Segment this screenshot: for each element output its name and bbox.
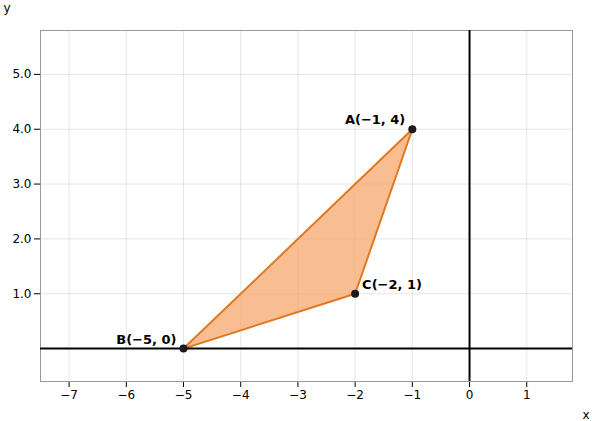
svg-text:3.0: 3.0	[12, 177, 31, 191]
svg-text:y: y	[4, 1, 11, 15]
svg-text:−2: −2	[346, 388, 364, 402]
svg-text:1: 1	[523, 388, 531, 402]
svg-text:5.0: 5.0	[12, 67, 31, 81]
svg-text:−1: −1	[403, 388, 421, 402]
svg-text:B(−5, 0): B(−5, 0)	[116, 332, 176, 347]
svg-text:−5: −5	[175, 388, 193, 402]
svg-text:A(−1, 4): A(−1, 4)	[345, 112, 405, 127]
svg-text:−6: −6	[117, 388, 135, 402]
svg-text:2.0: 2.0	[12, 232, 31, 246]
svg-text:1.0: 1.0	[12, 287, 31, 301]
svg-text:−4: −4	[232, 388, 250, 402]
svg-text:x: x	[582, 408, 589, 421]
svg-text:C(−2, 1): C(−2, 1)	[362, 277, 422, 292]
svg-text:−3: −3	[289, 388, 307, 402]
svg-text:4.0: 4.0	[12, 122, 31, 136]
svg-text:0: 0	[466, 388, 474, 402]
svg-text:−7: −7	[60, 388, 78, 402]
